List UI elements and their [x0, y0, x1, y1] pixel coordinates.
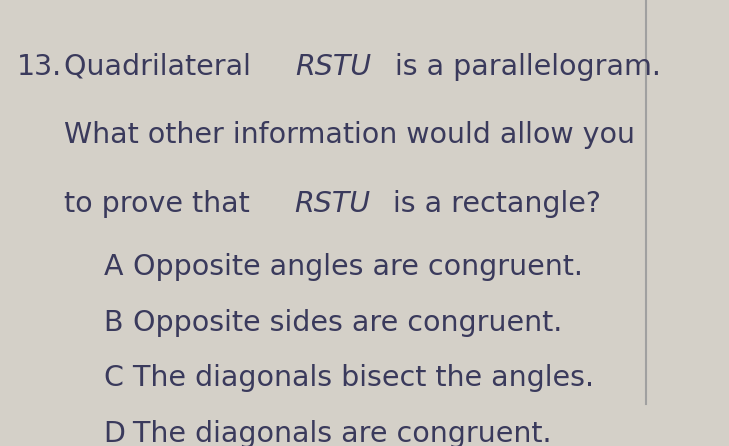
Text: D: D: [104, 421, 125, 446]
Text: B: B: [104, 309, 123, 337]
Text: Quadrilateral: Quadrilateral: [63, 53, 260, 81]
Text: The diagonals are congruent.: The diagonals are congruent.: [124, 421, 551, 446]
Text: Opposite sides are congruent.: Opposite sides are congruent.: [124, 309, 562, 337]
Text: 13.: 13.: [17, 53, 62, 81]
Text: What other information would allow you: What other information would allow you: [63, 121, 634, 149]
Text: to prove that: to prove that: [63, 190, 258, 218]
Text: The diagonals bisect the angles.: The diagonals bisect the angles.: [124, 364, 594, 392]
Text: RSTU: RSTU: [296, 53, 372, 81]
Text: Opposite angles are congruent.: Opposite angles are congruent.: [124, 253, 582, 281]
Text: A: A: [104, 253, 123, 281]
Text: RSTU: RSTU: [295, 190, 370, 218]
Text: is a parallelogram.: is a parallelogram.: [386, 53, 660, 81]
Text: C: C: [104, 364, 124, 392]
Text: is a rectangle?: is a rectangle?: [384, 190, 601, 218]
